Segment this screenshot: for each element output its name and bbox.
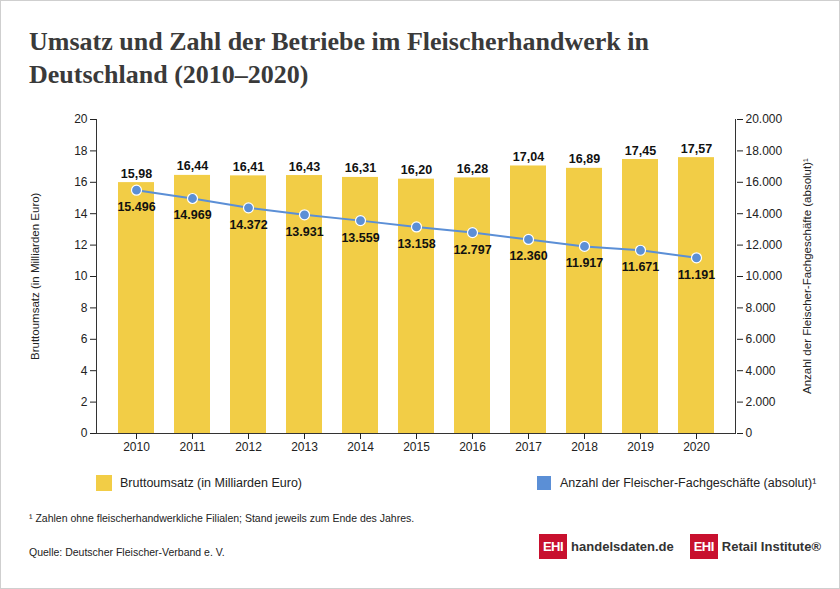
svg-text:16,89: 16,89 xyxy=(569,152,600,166)
html-text:EHI: EHI xyxy=(693,539,714,554)
svg-text:6.000: 6.000 xyxy=(746,332,776,346)
svg-text:10.000: 10.000 xyxy=(746,269,783,283)
svg-text:17,04: 17,04 xyxy=(513,150,544,164)
svg-text:2.000: 2.000 xyxy=(746,395,776,409)
svg-text:2018: 2018 xyxy=(571,440,598,454)
svg-text:16,28: 16,28 xyxy=(457,162,488,176)
svg-text:11.917: 11.917 xyxy=(566,256,604,270)
svg-text:2010: 2010 xyxy=(123,440,150,454)
svg-text:16.000: 16.000 xyxy=(746,175,783,189)
svg-text:14.372: 14.372 xyxy=(229,218,267,232)
svg-text:18.000: 18.000 xyxy=(746,144,783,158)
svg-text:2: 2 xyxy=(81,395,88,409)
svg-text:11.191: 11.191 xyxy=(678,268,716,282)
svg-text:11.671: 11.671 xyxy=(622,260,660,274)
svg-text:13.931: 13.931 xyxy=(285,225,323,239)
svg-text:2015: 2015 xyxy=(403,440,430,454)
svg-text:2014: 2014 xyxy=(347,440,374,454)
html-text:handelsdaten.de: handelsdaten.de xyxy=(571,539,674,554)
svg-text:2011: 2011 xyxy=(180,440,206,454)
svg-text:4: 4 xyxy=(81,364,88,378)
svg-text:16: 16 xyxy=(74,175,88,189)
svg-text:8: 8 xyxy=(81,301,88,315)
html-text:¹ Zahlen ohne fleischerhandwer: ¹ Zahlen ohne fleischerhandwerkliche Fil… xyxy=(29,512,415,524)
svg-text:2013: 2013 xyxy=(291,440,318,454)
svg-text:16,43: 16,43 xyxy=(289,160,320,174)
svg-text:16,20: 16,20 xyxy=(401,163,432,177)
html-text:EHI: EHI xyxy=(542,539,564,554)
html-text:Bruttoumsatz (in Milliarden Eu: Bruttoumsatz (in Milliarden Euro) xyxy=(29,192,41,360)
svg-text:16,41: 16,41 xyxy=(233,160,264,174)
svg-text:10: 10 xyxy=(74,269,88,283)
svg-text:12.000: 12.000 xyxy=(746,238,783,252)
svg-text:14.000: 14.000 xyxy=(746,207,783,221)
svg-text:16,31: 16,31 xyxy=(345,161,376,175)
svg-text:12.360: 12.360 xyxy=(509,249,547,263)
svg-text:17,57: 17,57 xyxy=(681,142,712,156)
svg-text:14: 14 xyxy=(74,207,88,221)
svg-text:2020: 2020 xyxy=(683,440,710,454)
svg-text:14.969: 14.969 xyxy=(173,208,211,222)
html-text:Quelle: Deutscher Fleischer-Ve: Quelle: Deutscher Fleischer-Verband e. V… xyxy=(29,546,225,558)
html-text:Anzahl der Fleischer-Fachgesch: Anzahl der Fleischer-Fachgeschäfte (abso… xyxy=(801,158,813,394)
svg-text:2012: 2012 xyxy=(235,440,262,454)
svg-text:4.000: 4.000 xyxy=(746,364,776,378)
svg-text:15,98: 15,98 xyxy=(121,167,152,181)
svg-text:0: 0 xyxy=(746,426,753,440)
svg-text:6: 6 xyxy=(81,332,88,346)
svg-text:15.496: 15.496 xyxy=(117,200,155,214)
html-text:Retail Institute®: Retail Institute® xyxy=(721,539,821,554)
svg-text:2016: 2016 xyxy=(459,440,486,454)
html-text:Bruttoumsatz (in Milliarden Eu: Bruttoumsatz (in Milliarden Euro) xyxy=(120,476,302,490)
svg-text:13.559: 13.559 xyxy=(341,231,379,245)
svg-text:12: 12 xyxy=(74,238,88,252)
svg-text:0: 0 xyxy=(81,426,88,440)
svg-text:20.000: 20.000 xyxy=(746,112,783,126)
svg-text:16,44: 16,44 xyxy=(177,159,208,173)
svg-text:2017: 2017 xyxy=(515,440,542,454)
svg-text:17,45: 17,45 xyxy=(625,144,656,158)
svg-text:20: 20 xyxy=(74,112,88,126)
svg-text:18: 18 xyxy=(74,144,88,158)
html-text:Anzahl der Fleischer-Fachgesch: Anzahl der Fleischer-Fachgeschäfte (abso… xyxy=(560,476,817,490)
svg-text:2019: 2019 xyxy=(627,440,654,454)
svg-text:8.000: 8.000 xyxy=(746,301,776,315)
svg-text:12.797: 12.797 xyxy=(453,243,491,257)
svg-text:13.158: 13.158 xyxy=(397,237,435,251)
html-text:Umsatz und Zahl der Betriebe i: Umsatz und Zahl der Betriebe im Fleische… xyxy=(29,27,649,89)
